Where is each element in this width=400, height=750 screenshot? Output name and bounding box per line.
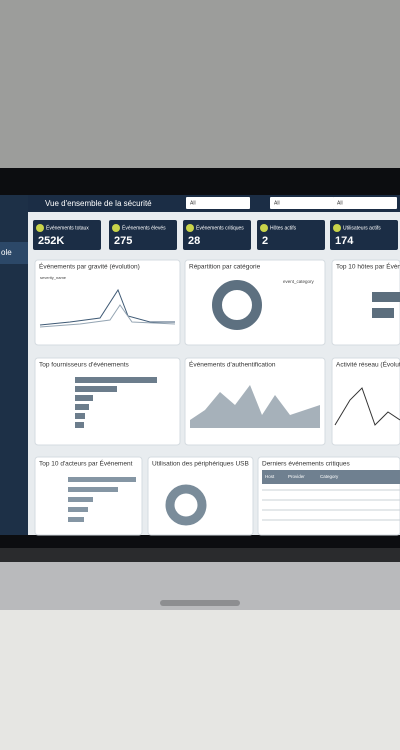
decorative-charts — [39, 280, 400, 526]
kpi-icon — [36, 224, 44, 232]
filter-value: All — [274, 200, 280, 206]
kpi-icon — [186, 224, 194, 232]
panel-title: Activité réseau (Évolution) — [336, 360, 400, 369]
kpi-card — [330, 220, 398, 250]
panel — [331, 259, 400, 346]
bars — [75, 377, 157, 428]
kpi-value: 174 — [335, 235, 354, 247]
legend-title: event_category — [283, 279, 315, 284]
panel-title: Top fournisseurs d'événements — [39, 362, 130, 369]
kpi-value: 252K — [38, 235, 64, 247]
panel-title: Derniers événements critiques — [262, 461, 351, 468]
trackpad-notch — [160, 600, 240, 606]
table-header-cell: Category — [320, 474, 339, 479]
table-rows — [262, 489, 400, 521]
panel — [331, 357, 400, 446]
panel-title: Répartition par catégorie — [189, 264, 261, 271]
kpi-label: Événements critiques — [196, 224, 244, 231]
panel — [34, 456, 143, 536]
legend-title: severity_name — [40, 275, 67, 280]
line — [39, 304, 176, 328]
kpi-card — [183, 220, 251, 250]
kpi-label: Événements totaux — [46, 224, 89, 231]
kpi-card — [109, 220, 177, 250]
kpi-label: Utilisateurs actifs — [343, 225, 381, 231]
panel — [34, 357, 181, 446]
table-header — [262, 470, 400, 484]
filter-value: All — [190, 200, 196, 206]
kpi-card — [33, 220, 101, 250]
donut — [212, 280, 262, 330]
filter — [333, 197, 397, 209]
kpi-value: 28 — [188, 235, 200, 247]
kpi-card — [257, 220, 325, 250]
kpi-icon — [112, 224, 120, 232]
kpi-icon — [260, 224, 268, 232]
panel-title: Événements par gravité (évolution) — [39, 262, 140, 271]
bars — [68, 477, 136, 522]
bar — [372, 308, 394, 318]
filter — [270, 197, 334, 209]
panel — [257, 456, 400, 536]
area — [190, 385, 320, 428]
panel-title: Top 10 d'acteurs par Événement — [39, 459, 133, 468]
line — [334, 387, 400, 426]
bar — [372, 292, 400, 302]
keyboard — [0, 548, 400, 562]
dashboard-title: Vue d'ensemble de la sécurité — [45, 199, 152, 208]
donut — [165, 484, 207, 526]
kpi-label: Hôtes actifs — [270, 225, 297, 231]
kpi-icon — [333, 224, 341, 232]
panel — [34, 259, 181, 346]
sidebar-active — [0, 242, 28, 264]
kpi-value: 275 — [114, 235, 132, 247]
table-header-cell: Provider — [288, 474, 305, 479]
kpi-label: Événements élevés — [122, 224, 166, 231]
panel-title: Événements d'authentification — [189, 360, 276, 369]
line — [39, 288, 175, 326]
panel-title: Top 10 hôtes par Évène — [336, 262, 400, 271]
filter-value: All — [337, 200, 343, 206]
table-header-cell: Host — [265, 474, 275, 479]
sidebar-item: ole — [1, 248, 12, 257]
panel-title: Utilisation des périphériques USB — [152, 461, 249, 468]
filter — [186, 197, 250, 209]
wall — [0, 0, 400, 172]
kpi-value: 2 — [262, 235, 268, 247]
